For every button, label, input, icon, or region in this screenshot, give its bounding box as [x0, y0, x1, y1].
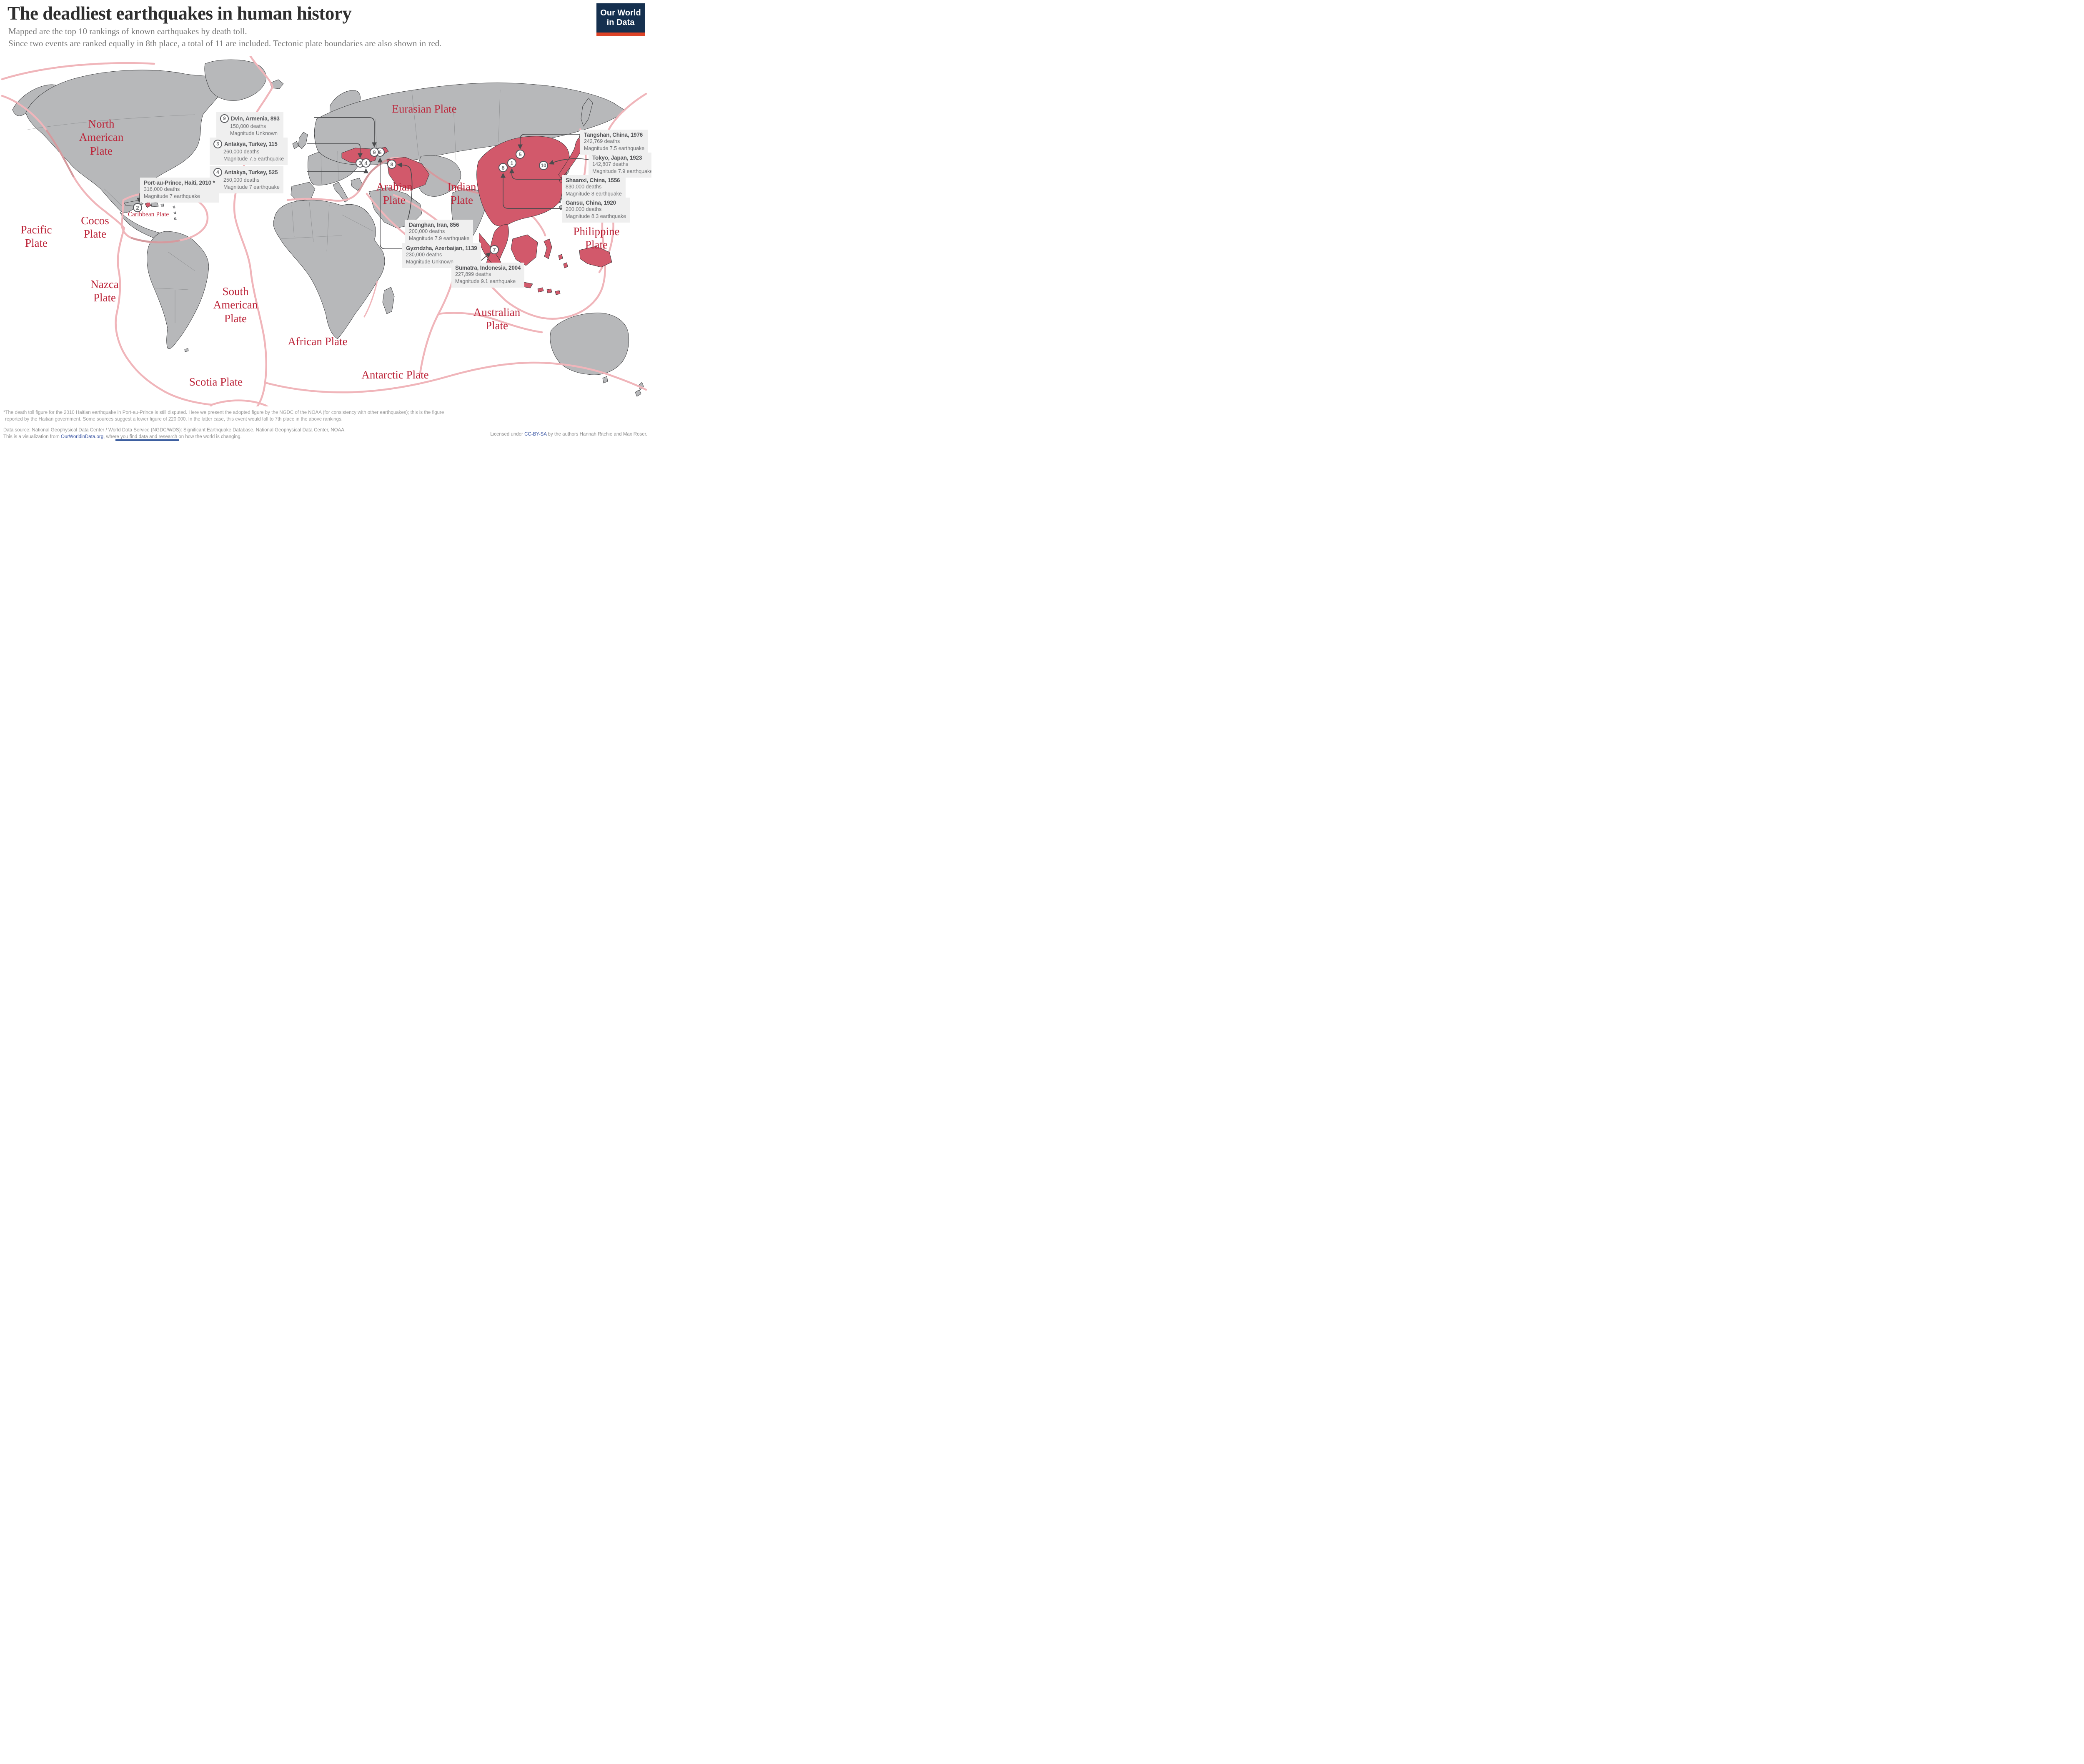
map-marker-antakya525: 4: [361, 158, 371, 168]
connectors-group: [137, 117, 589, 263]
infographic-page: The deadliest earthquakes in human histo…: [0, 0, 651, 441]
plate-label-arabian: Arabian Plate: [376, 180, 413, 207]
annotation-gansu: Gansu, China, 1920 200,000 deaths Magnit…: [562, 198, 630, 223]
owid-logo: Our World in Data: [596, 3, 645, 36]
plate-label-cocos: Cocos Plate: [81, 214, 109, 241]
subtitle-line-2: Since two events are ranked equally in 8…: [8, 38, 442, 48]
map-marker-dvin: 9: [370, 148, 379, 157]
plate-label-caribbean: Caribbean Plate: [128, 211, 169, 218]
plate-label-scotia: Scotia Plate: [189, 376, 243, 388]
map-marker-shaanxi: 1: [507, 158, 516, 168]
license-suffix: by the authors Hannah Ritchie and Max Ro…: [546, 432, 647, 437]
cc-by-sa-link[interactable]: CC-BY-SA: [524, 432, 547, 437]
continents-group: [12, 59, 644, 397]
annotation-tokyo: Tokyo, Japan, 1923 142,807 deaths Magnit…: [589, 153, 651, 178]
world-map: North American Plate Pacific Plate Cocos Pla…: [0, 56, 651, 406]
map-marker-sumatra: 7: [490, 245, 499, 254]
plate-label-philippine: Philippine Plate: [573, 225, 620, 251]
map-marker-tangshan: 5: [516, 150, 525, 159]
viz-suffix: , where you find data and research on ho…: [103, 434, 242, 439]
rank-badge: 4: [213, 168, 222, 177]
rank-badge: 9: [220, 114, 229, 123]
plate-label-african: African Plate: [288, 335, 348, 348]
annotation-tangshan: Tangshan, China, 1976 242,769 deaths Mag…: [580, 130, 649, 155]
owid-link[interactable]: OurWorldinData.org: [61, 434, 104, 439]
plate-label-south-american: South American Plate: [213, 285, 258, 325]
country-borders-group: [27, 89, 501, 323]
annotation-haiti: Port-au-Prince, Haiti, 2010 * 316,000 de…: [140, 178, 219, 203]
license-line: Licensed under CC-BY-SA by the authors H…: [490, 432, 647, 437]
map-marker-damghan: 8: [387, 160, 396, 169]
bottom-blue-bar: [115, 439, 179, 441]
annotation-damghan: Damghan, Iran, 856 200,000 deaths Magnit…: [405, 220, 473, 245]
visualization-credit-line: This is a visualization from OurWorldinD…: [3, 434, 242, 439]
annotation-dvin: 9 Dvin, Armenia, 893 150,000 deaths Magn…: [216, 112, 283, 140]
rank-badge: 3: [213, 140, 222, 148]
plate-label-pacific: Pacific Plate: [20, 223, 52, 250]
subtitle-line-1: Mapped are the top 10 rankings of known …: [8, 26, 247, 36]
map-marker-tokyo: 10: [539, 161, 548, 170]
map-marker-gansu: 8: [498, 163, 508, 172]
map-marker-haiti: 2: [133, 203, 142, 212]
owid-logo-line1: Our World: [600, 8, 641, 18]
plate-label-nazca: Nazca Plate: [90, 278, 119, 304]
plate-label-north-american: North American Plate: [79, 118, 124, 157]
plate-label-indian: Indian Plate: [447, 180, 476, 207]
plate-label-antarctic: Antarctic Plate: [361, 368, 429, 381]
data-source-line: Data source: National Geophysical Data C…: [3, 428, 346, 433]
license-prefix: Licensed under: [490, 432, 525, 437]
annotation-antakya-115: 3 Antakya, Turkey, 115 260,000 deaths Ma…: [210, 138, 288, 165]
annotation-shaanxi: Shaanxi, China, 1556 830,000 deaths Magn…: [562, 175, 626, 200]
annotation-sumatra: Sumatra, Indonesia, 2004 227,899 deaths …: [451, 263, 525, 288]
viz-prefix: This is a visualization from: [3, 434, 61, 439]
footnote-line-1: *The death toll figure for the 2010 Hait…: [3, 410, 444, 415]
footnote-line-2: reported by the Haitian government. Some…: [5, 417, 343, 422]
owid-logo-line2: in Data: [606, 18, 635, 27]
annotation-antakya-525: 4 Antakya, Turkey, 525 250,000 deaths Ma…: [210, 166, 283, 193]
plate-label-australian: Australian Plate: [473, 306, 521, 332]
page-title: The deadliest earthquakes in human histo…: [8, 3, 352, 24]
plate-label-eurasian: Eurasian Plate: [392, 103, 457, 115]
